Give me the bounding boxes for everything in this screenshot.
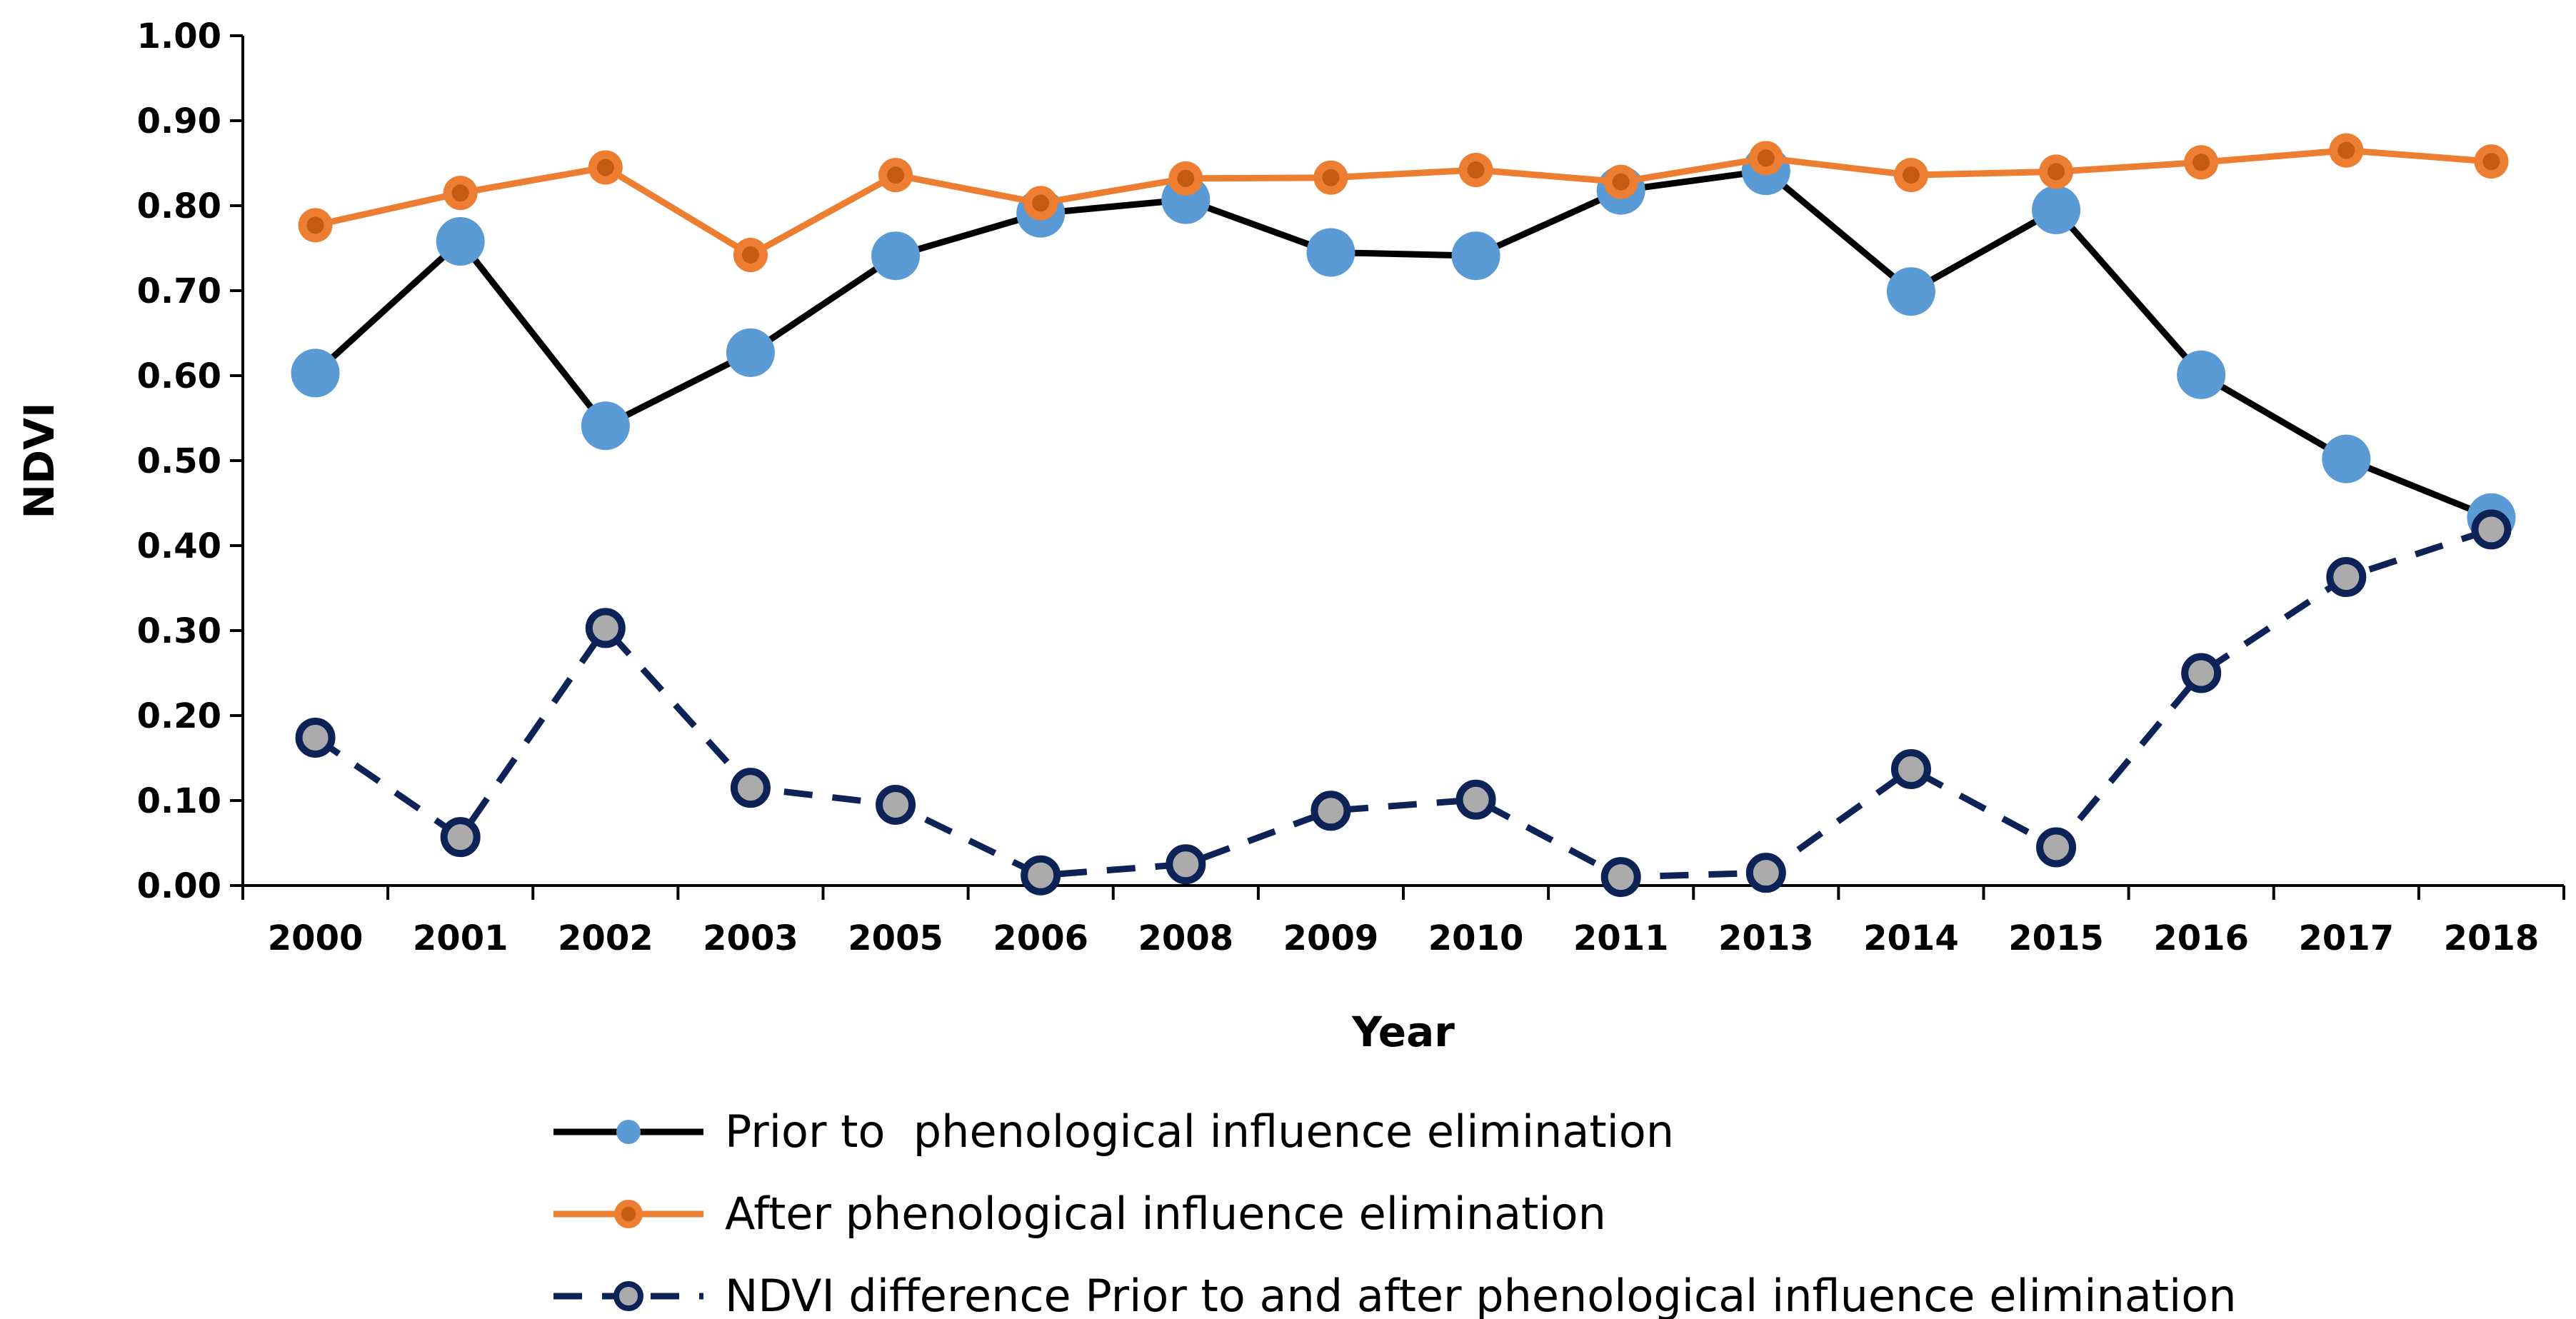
x-tick-label: 2001 <box>413 918 508 958</box>
point-diff-2018 <box>2471 509 2512 550</box>
point-prior-2001 <box>436 216 485 266</box>
series-layer <box>291 133 2516 898</box>
point-after-center-2000 <box>306 216 324 234</box>
point-after-center-2003 <box>741 246 759 264</box>
point-prior-2015 <box>2032 185 2081 234</box>
x-tick-label: 2003 <box>703 918 798 958</box>
point-diff-2001 <box>440 817 481 858</box>
point-after-center-2001 <box>451 184 469 202</box>
legend-prior-label: Prior to phenological influence eliminat… <box>725 1105 1674 1158</box>
y-tick-label: 0.50 <box>137 441 221 481</box>
point-after-center-2008 <box>1177 169 1195 187</box>
point-after-center-2013 <box>1757 149 1775 167</box>
point-prior-2009 <box>1306 228 1355 277</box>
point-prior-2014 <box>1886 267 1935 316</box>
y-tick-label: 0.10 <box>137 781 221 821</box>
x-tick-label: 2017 <box>2299 918 2395 958</box>
y-tick-label: 0.00 <box>137 866 221 906</box>
point-after-center-2011 <box>1612 173 1630 191</box>
x-tick-label: 2005 <box>848 918 943 958</box>
point-diff-2013 <box>1745 853 1786 893</box>
point-diff-2006 <box>1021 855 1061 896</box>
point-after-center-2010 <box>1467 161 1485 179</box>
series-after-line <box>314 147 2492 259</box>
point-diff-2008 <box>1166 844 1206 885</box>
point-diff-2017 <box>2326 557 2367 598</box>
x-tick-label: 2015 <box>2008 918 2104 958</box>
point-diff-2015 <box>2036 827 2077 868</box>
axes-layer <box>230 34 2565 900</box>
y-tick-label: 0.70 <box>137 271 221 311</box>
point-diff-2009 <box>1310 791 1351 831</box>
x-tick-label: 2011 <box>1573 918 1669 958</box>
point-after-center-2015 <box>2048 163 2065 181</box>
x-tick-label: 2009 <box>1283 918 1379 958</box>
x-tick-label: 2008 <box>1138 918 1234 958</box>
point-diff-2005 <box>876 784 916 825</box>
point-prior-2010 <box>1451 231 1500 281</box>
labels-layer: 0.00 0.10 0.20 0.30 0.40 0.50 0.60 0.70 0.80 0.90… <box>15 16 2539 1056</box>
point-after-center-2018 <box>2482 153 2500 171</box>
y-axis-title: NDVI <box>15 402 64 518</box>
point-prior-2003 <box>726 328 775 377</box>
y-tick-label: 0.30 <box>137 611 221 651</box>
x-tick-label: 2010 <box>1428 918 1524 958</box>
y-tick-label: 0.80 <box>137 186 221 226</box>
point-after-center-2016 <box>2192 154 2210 171</box>
legend-layer: Prior to phenological influence eliminat… <box>553 1105 2237 1319</box>
point-diff-2016 <box>2181 653 2222 693</box>
x-tick-label: 2016 <box>2153 918 2249 958</box>
point-prior-2016 <box>2177 350 2226 399</box>
point-prior-2017 <box>2322 434 2371 483</box>
legend-diff-marker <box>613 1281 643 1311</box>
y-tick-label: 0.20 <box>137 696 221 736</box>
point-after-center-2002 <box>596 159 614 176</box>
x-tick-label: 2018 <box>2444 918 2540 958</box>
point-diff-2014 <box>1890 748 1931 789</box>
point-diff-2003 <box>730 768 771 808</box>
y-tick-label: 0.60 <box>137 356 221 396</box>
legend-after-marker-center <box>621 1207 636 1221</box>
x-tick-label: 2013 <box>1718 918 1814 958</box>
series-prior-line <box>313 167 2493 521</box>
x-tick-label: 2014 <box>1863 918 1959 958</box>
point-after-center-2017 <box>2337 141 2355 159</box>
point-prior-2000 <box>291 348 340 398</box>
point-prior-2002 <box>581 401 630 451</box>
point-diff-2010 <box>1455 779 1496 820</box>
y-tick-label: 0.90 <box>137 101 221 141</box>
x-tick-label: 2002 <box>558 918 653 958</box>
point-after-center-2009 <box>1322 169 1340 186</box>
x-tick-label: 2000 <box>268 918 364 958</box>
point-after-center-2014 <box>1902 166 1920 184</box>
legend-diff-label: NDVI difference Prior to and after pheno… <box>725 1270 2237 1319</box>
series-diff-line <box>314 526 2492 881</box>
point-after-center-2005 <box>887 166 905 184</box>
legend-prior-marker <box>616 1120 641 1144</box>
point-prior-2005 <box>871 231 921 281</box>
point-diff-2011 <box>1600 857 1641 898</box>
point-diff-2000 <box>295 717 336 758</box>
y-tick-label: 1.00 <box>137 16 221 56</box>
y-tick-label: 0.40 <box>137 526 221 566</box>
legend-after-label: After phenological influence elimination <box>725 1188 1606 1240</box>
point-after-center-2006 <box>1032 194 1050 212</box>
x-axis-title: Year <box>1351 1008 1455 1056</box>
point-diff-2002 <box>585 608 626 648</box>
x-tick-label: 2006 <box>993 918 1088 958</box>
